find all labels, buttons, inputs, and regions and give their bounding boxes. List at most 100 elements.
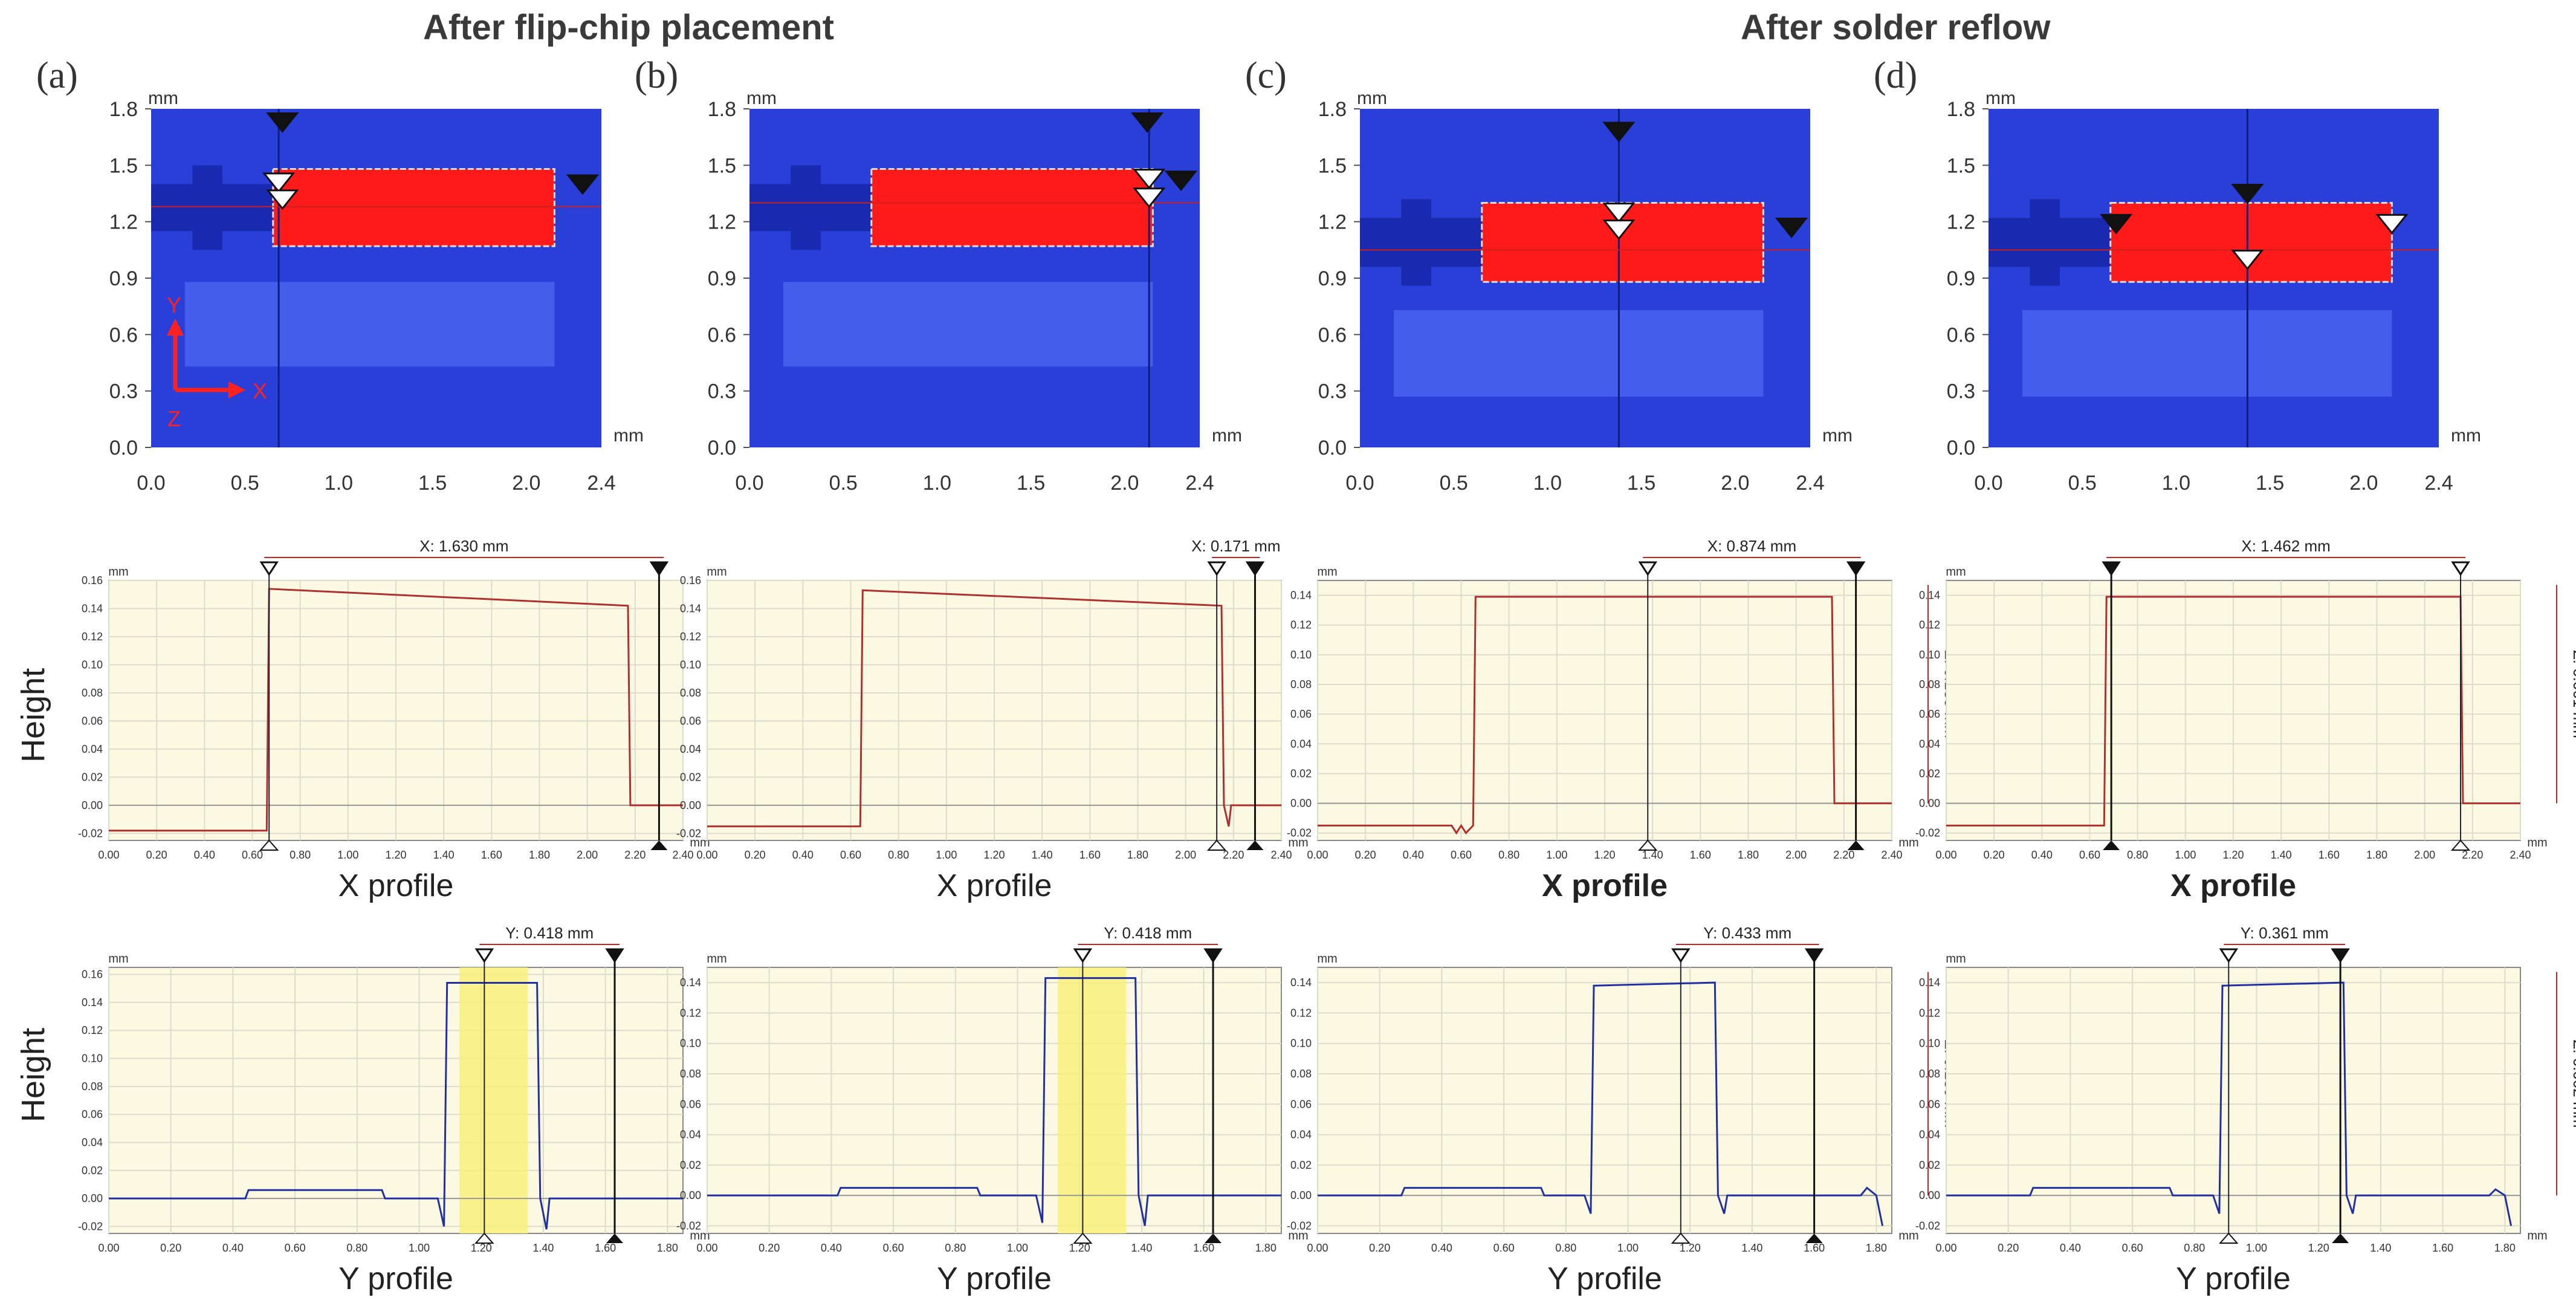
xprofile-a-cursor-black-head [649,561,669,576]
xprofile-a-cursor-white-head [259,561,279,576]
map-ytick-a-6: 1.8 [109,98,138,121]
map-marker-c-0 [1602,122,1636,143]
xprofile-d-ytick-2: 0.02 [1919,767,1940,779]
xprofile-a-yunit: mm [108,565,128,579]
map-xtick-c-5: 2.4 [1796,472,1824,495]
xprofile-a-measure-label: X: 1.630 mm [419,537,508,555]
xprofile-d-ytick-0: -0.02 [1915,827,1940,839]
panel-label-a: (a) [36,55,78,96]
yprofile-d-xtick-4: 0.80 [2184,1242,2205,1254]
xprofile-d-cursor-white-foot [2450,839,2471,851]
xprofile-c-xtick-8: 1.60 [1690,849,1711,861]
xprofile-c-yunit: mm [1317,565,1337,579]
yprofile-d-xtick-2: 0.40 [2060,1242,2081,1254]
xprofile-b-cursor-black-head [1245,561,1265,576]
xprofile-d-cursor-black-head [2102,561,2121,576]
xprofile-a-xtick-1: 0.20 [146,849,167,861]
yprofile-c-xtick-8: 1.60 [1804,1242,1825,1254]
map-marker-d-3 [2375,213,2409,235]
map-xtick-b-4: 2.0 [1110,472,1139,495]
xprofile-b-xtick-8: 1.60 [1079,849,1101,861]
xprofile-b-ytick-5: 0.08 [680,687,701,699]
map-marker-d-1 [2231,249,2264,270]
yprofile-a-ytick-2: 0.02 [82,1165,103,1177]
xprofile-a-ytick-3: 0.04 [82,743,103,755]
map-xtick-b-5: 2.4 [1185,472,1214,495]
map-ytick-d-5: 1.5 [1947,154,1975,177]
yprofile-d-ytick-3: 0.04 [1919,1129,1940,1141]
map-xtick-c-2: 1.0 [1533,472,1562,495]
yprofile-b-ytick-1: 0.00 [680,1189,701,1201]
map-pad-region-a [184,282,555,367]
xprofile-c-ytick-7: 0.12 [1290,619,1312,631]
map-xunit-a: mm [613,426,644,446]
xprofile-a-ytick-7: 0.12 [82,631,103,643]
xprofile-d-xtick-8: 1.60 [2319,849,2340,861]
yprofile-b-ytick-3: 0.04 [680,1129,701,1141]
xprofile-b-xtick-6: 1.20 [983,849,1005,861]
xprofile-b-xtick-5: 1.00 [936,849,957,861]
map-xtick-d-0: 0.0 [1974,472,2002,495]
yprofile-d-ytick-8: 0.14 [1919,976,1940,989]
yprofile-c-ytick-7: 0.12 [1290,1007,1312,1019]
xprofile-d-xtick-11: 2.20 [2462,849,2483,861]
yprofile-d-cursor-black-foot [2332,1233,2349,1243]
xprofile-d-ytick-7: 0.12 [1919,619,1940,631]
map-pad-region-c [1393,310,1764,397]
yprofile-b-plot-area [707,967,1282,1234]
map-ytick-a-3: 0.9 [109,267,138,290]
xprofile-c-ytick-5: 0.08 [1290,678,1312,690]
xprofile-b-ytick-6: 0.10 [680,658,701,671]
xprofile-a-xtick-8: 1.60 [481,849,502,861]
xprofile-d-yunit: mm [1946,565,1966,579]
yprofile-c-cursor-black-head [1804,948,1824,963]
map-xtick-a-0: 0.0 [137,472,165,495]
yprofile-d-ytick-1: 0.00 [1919,1189,1940,1201]
yprofile-b-xtick-6: 1.20 [1069,1242,1090,1254]
yprofile-c-cursor-black-foot [1805,1233,1823,1243]
yprofile-a-ytick-4: 0.06 [82,1108,103,1120]
yprofile-c-ytick-5: 0.08 [1290,1068,1312,1080]
map-xtick-d-5: 2.4 [2424,472,2453,495]
xprofile-b-ytick-3: 0.04 [680,743,701,755]
xprofile-a-xtick-9: 1.80 [529,849,550,861]
map-xtick-a-2: 1.0 [325,472,353,495]
xprofile-d-ytick-6: 0.10 [1919,649,1940,661]
yprofile-b-ytick-4: 0.06 [680,1098,701,1110]
yprofile-d-ytick-6: 0.10 [1919,1038,1940,1050]
yprofile-a-xtick-0: 0.00 [98,1242,119,1254]
yprofile-a-ytick-3: 0.04 [82,1136,103,1148]
map-xtick-c-4: 2.0 [1721,472,1749,495]
yprofile-d-xtick-3: 0.60 [2122,1242,2143,1254]
xprofile-d-xunit: mm [2527,836,2547,850]
xprofile-c-measure-label: X: 0.874 mm [1707,537,1796,555]
yprofile-c-yunit: mm [1317,952,1337,966]
map-xtick-b-0: 0.0 [735,472,763,495]
map-marker-c-1 [1602,203,1636,224]
yprofile-c-measure-label: Y: 0.433 mm [1703,924,1791,942]
xprofile-b-ytick-0: -0.02 [676,827,701,839]
yprofile-c-xtick-5: 1.00 [1617,1242,1639,1254]
yprofile-b-xtick-7: 1.40 [1131,1242,1152,1254]
map-xtick-c-0: 0.0 [1345,472,1374,495]
map-marker-b-2 [1133,187,1166,209]
yprofile-a-caption: Y profile [338,1261,453,1296]
map-yunit-d: mm [1985,88,2016,108]
xprofile-c-xtick-4: 0.80 [1498,849,1519,861]
yprofile-a-ytick-8: 0.14 [82,996,103,1009]
map-xtick-d-3: 1.5 [2256,472,2284,495]
yprofile-d-cursor-black-head [2331,948,2350,963]
yprofile-b-ytick-5: 0.08 [680,1068,701,1080]
yprofile-c-xtick-4: 0.80 [1555,1242,1576,1254]
xprofile-b-cursor-white-foot [1206,839,1227,851]
map-yunit-a: mm [148,88,178,108]
xprofile-b-cursor-black-foot [1246,840,1264,850]
map-marker-a-2 [266,189,299,210]
xprofile-b-xtick-4: 0.80 [888,849,909,861]
map-ytick-a-4: 1.2 [109,211,138,234]
xprofile-d-ytick-8: 0.14 [1919,590,1940,602]
xprofile-c-cursor-black-foot [1847,840,1865,850]
map-chip-a [272,168,555,247]
xprofile-b-ytick-8: 0.14 [680,602,701,614]
yprofile-a-xtick-9: 1.80 [657,1242,678,1254]
